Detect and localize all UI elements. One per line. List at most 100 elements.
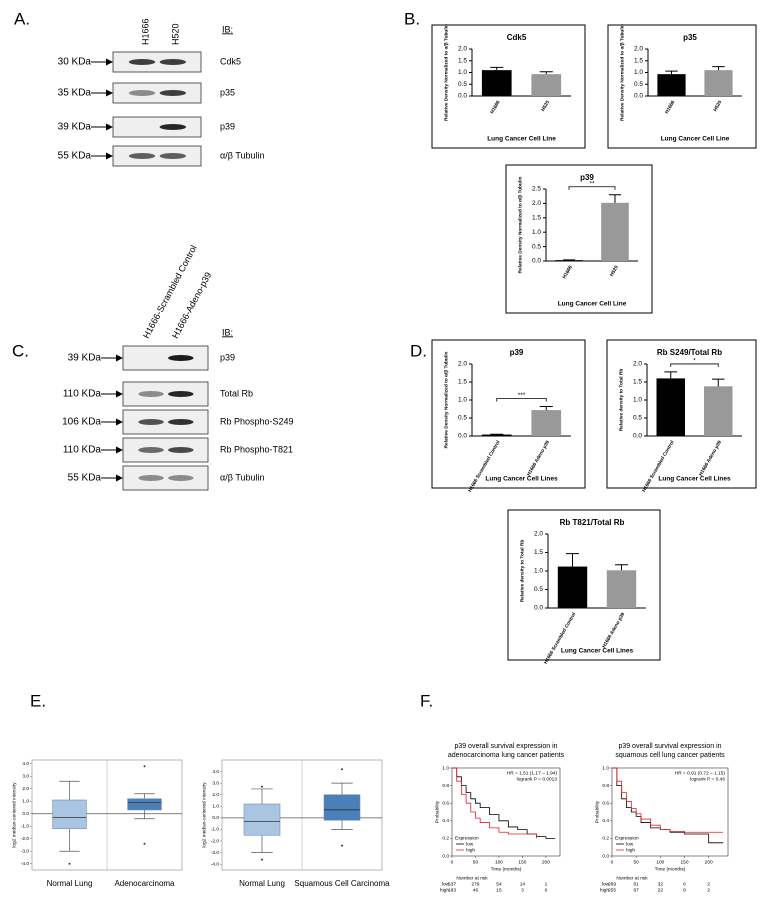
band <box>159 59 187 65</box>
category-label: Adenocarcinoma <box>114 879 175 888</box>
chart-title: p39 overall survival expression in <box>618 743 721 750</box>
marker-label: 30 KDa <box>58 57 92 68</box>
risk-value: 537 <box>448 881 456 887</box>
chart-title: p39 <box>510 348 524 357</box>
panel-label: F. <box>420 691 433 710</box>
arrow-head <box>106 89 113 97</box>
bar <box>555 260 583 261</box>
band <box>168 355 194 361</box>
lane-label: H520 <box>170 23 180 45</box>
arrow-head <box>116 474 123 482</box>
band <box>128 153 156 159</box>
blot-strip <box>122 465 209 491</box>
y-tick-label: 0.0 <box>22 811 29 817</box>
bar <box>704 386 733 436</box>
x-axis-label: Time (months) <box>491 866 522 872</box>
outlier <box>261 858 263 861</box>
y-tick-label: 1.0 <box>532 229 541 236</box>
risk-row-name: low <box>442 881 450 887</box>
y-tick-label: 2.5 <box>532 186 541 193</box>
panel-label: E. <box>30 691 46 710</box>
y-tick-label: 2.0 <box>212 792 219 798</box>
risk-value: 61 <box>633 881 639 887</box>
annotation: logrank P = 0.46 <box>690 776 725 782</box>
y-axis-label: Probability <box>434 800 440 823</box>
survival-curve <box>452 767 537 839</box>
y-axis-label: Probability <box>594 800 600 823</box>
y-tick-label: 1.0 <box>442 765 449 771</box>
x-tick-label: 0 <box>611 859 614 865</box>
y-tick-label: 1.5 <box>634 57 643 64</box>
row-label: α/β Tubulin <box>220 150 265 160</box>
panel-label: A. <box>14 9 30 28</box>
y-tick-label: 1.0 <box>212 804 219 810</box>
error-bar <box>615 564 628 571</box>
y-tick-label: 4.0 <box>212 769 219 775</box>
risk-row-name: high <box>600 887 609 893</box>
bar <box>704 70 733 96</box>
category-label: Normal Lung <box>239 879 285 888</box>
y-tick-label: 1.0 <box>22 799 29 805</box>
y-tick-label: 1.0 <box>634 69 643 76</box>
x-tick-label: H1666 <box>664 99 676 115</box>
band <box>128 90 156 96</box>
box <box>52 799 87 830</box>
x-tick-label: H1666 Scrambled Control <box>543 612 577 666</box>
marker-label: 106 KDa <box>62 417 101 428</box>
blot-strip <box>112 116 202 138</box>
significance-label: * <box>693 358 696 365</box>
error-bar <box>665 70 678 75</box>
y-tick-label: 0.5 <box>534 586 543 593</box>
row-label: p39 <box>220 352 235 362</box>
x-axis-label: Lung Cancer Cell Lines <box>485 476 558 483</box>
bar <box>531 410 562 436</box>
y-tick-label: 2.0 <box>458 361 467 368</box>
plot-frame <box>611 767 729 857</box>
y-tick-label: 3.0 <box>22 774 29 780</box>
y-tick-label: 0.2 <box>442 836 449 842</box>
marker-label: 39 KDa <box>68 353 102 364</box>
box <box>243 803 281 836</box>
annotation: logrank P = 0.0013 <box>517 776 558 782</box>
bar <box>656 378 685 436</box>
band <box>159 124 187 130</box>
y-tick-label: 0.0 <box>532 258 541 265</box>
outlier <box>341 844 343 847</box>
y-tick-label: 0.4 <box>602 818 609 824</box>
outlier <box>68 862 71 865</box>
y-tick-label: 2.0 <box>532 200 541 207</box>
y-tick-label: 0.0 <box>633 433 642 440</box>
y-tick-label: -1.0 <box>211 827 220 833</box>
row-label: p39 <box>220 121 235 131</box>
category-label: Squamous Cell Carcinoma <box>294 879 390 888</box>
y-axis-label: Relative Density Normalized to α/β Tubul… <box>443 351 449 448</box>
x-tick-label: 150 <box>518 859 526 865</box>
y-axis-label: Relative Density Normalized to α/β Tubul… <box>443 24 449 121</box>
error-bar <box>539 405 553 411</box>
y-tick-label: 1.5 <box>458 379 467 386</box>
blot-strip <box>122 381 209 407</box>
y-tick-label: 0.8 <box>442 783 449 789</box>
blot-strip <box>122 409 209 435</box>
blot-strip <box>112 145 202 167</box>
error-bar <box>608 194 622 203</box>
y-tick-label: 1.5 <box>534 549 543 556</box>
marker-label: 110 KDa <box>63 389 102 400</box>
legend-label: high <box>626 847 635 853</box>
y-tick-label: 0.5 <box>532 243 541 250</box>
y-tick-label: 0.4 <box>442 818 449 824</box>
risk-value: 6 <box>683 881 686 887</box>
arrow-head <box>116 354 123 362</box>
chart-title: Rb T821/Total Rb <box>560 518 625 527</box>
x-tick-label: H1666 <box>562 264 574 280</box>
y-tick-label: -3.0 <box>21 849 30 855</box>
x-tick-label: H520 <box>712 99 723 112</box>
x-axis-label: Lung Cancer Cell Line <box>558 301 627 308</box>
significance-bracket <box>670 363 719 367</box>
y-axis-label: Relative Density Normalized to α/β Tubul… <box>619 24 625 121</box>
risk-value: 2 <box>707 887 710 893</box>
y-tick-label: 0.0 <box>458 433 467 440</box>
y-axis-label: Relative density to Total Rb <box>519 540 525 603</box>
row-label: α/β Tubulin <box>220 472 265 482</box>
risk-row-name: low <box>602 881 610 887</box>
